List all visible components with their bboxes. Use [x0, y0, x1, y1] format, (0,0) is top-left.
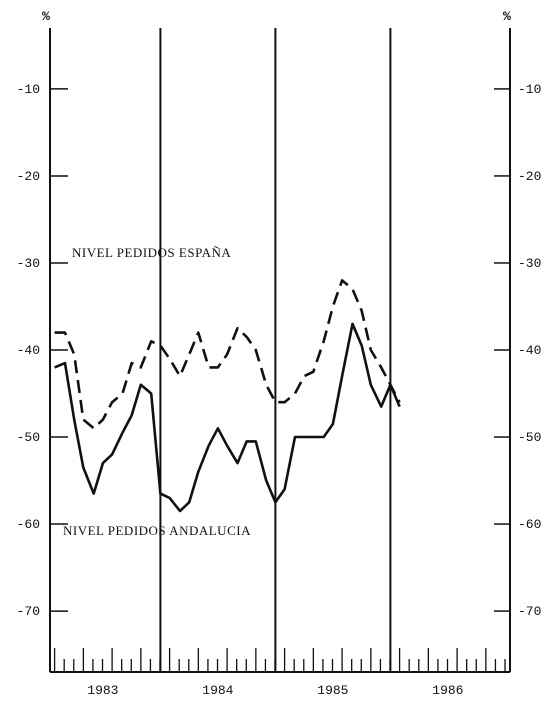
- x-tick-label: 1984: [202, 683, 233, 698]
- y-tick-label-left: -40: [17, 343, 40, 358]
- year-dividers: [159, 28, 392, 672]
- y-tick-label-left: -10: [17, 82, 40, 97]
- x-tick-label: 1983: [87, 683, 118, 698]
- x-labels: 1983 1984 1985 1986: [87, 683, 463, 698]
- series-lines: [54, 279, 401, 513]
- unit-label-left: %: [42, 9, 50, 24]
- y-tick-label-right: -50: [518, 430, 541, 445]
- y-tick-label-right: -40: [518, 343, 541, 358]
- x-tick-label: 1985: [317, 683, 348, 698]
- y-tick-label-right: -10: [518, 82, 541, 97]
- x-minor-ticks: [53, 648, 506, 672]
- y-tick-label-left: -60: [17, 517, 40, 532]
- y-tick-label-right: -60: [518, 517, 541, 532]
- y-tick-label-left: -50: [17, 430, 40, 445]
- y-ticks: -10 -10 -20 -20 -30 -30 -40 -40 -50 -50 -60 -60 -70 -…: [17, 82, 542, 619]
- unit-label-right: %: [503, 9, 511, 24]
- y-tick-label-right: -70: [518, 604, 541, 619]
- series-label-espana: NIVEL PEDIDOS ESPAÑA: [72, 245, 231, 260]
- y-tick-label-right: -30: [518, 256, 541, 271]
- series-label-andalucia: NIVEL PEDIDOS ANDALUCIA: [63, 523, 251, 538]
- y-tick-label-left: -30: [17, 256, 40, 271]
- series-line-espana: [54, 279, 401, 430]
- y-tick-label-left: -20: [17, 169, 40, 184]
- y-tick-label-left: -70: [17, 604, 40, 619]
- y-tick-label-right: -20: [518, 169, 541, 184]
- x-tick-label: 1986: [432, 683, 463, 698]
- series-line-andalucia: [54, 322, 401, 513]
